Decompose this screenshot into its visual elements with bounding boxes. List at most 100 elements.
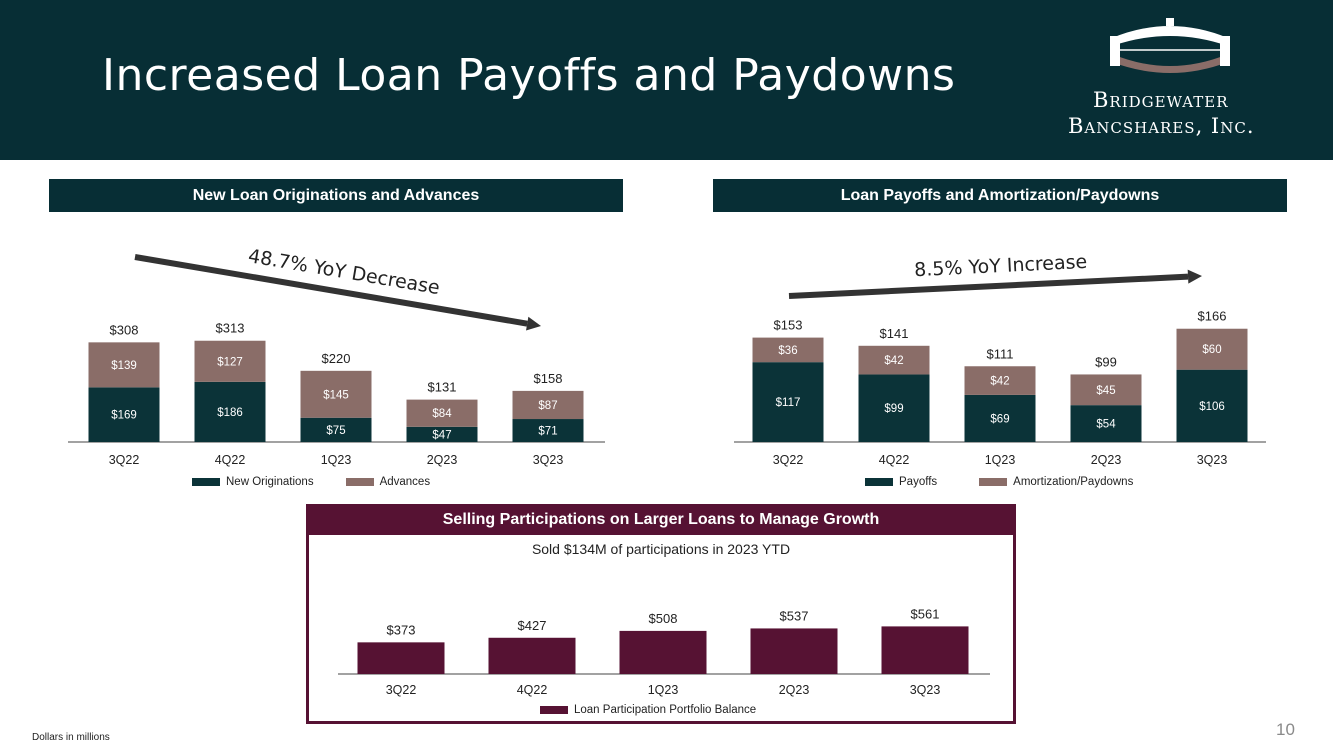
x-tick-label-1Q23: 1Q23	[648, 683, 679, 697]
total-label-2Q23: $131	[428, 380, 457, 395]
x-tick-label-3Q23: 3Q23	[1197, 453, 1228, 467]
data-label-1-3Q22: $139	[111, 360, 137, 372]
trend-arrow-head	[526, 316, 541, 331]
header-bar	[0, 0, 1333, 160]
bar-loan-participation-portfolio-balance-3Q23	[881, 626, 969, 674]
bar-loan-participation-portfolio-balance-2Q23	[750, 628, 838, 674]
legend-label-new-originations: New Originations	[226, 476, 314, 488]
left-legend: New Originations Advances	[192, 476, 430, 488]
bar-loan-participation-portfolio-balance-3Q22	[357, 642, 445, 674]
x-tick-label-2Q23: 2Q23	[1091, 453, 1122, 467]
loan-payoffs-chart: $117 $36 $153 3Q22 $99 $42 $141 4Q22 $69 $42 $111 1…	[734, 251, 1266, 467]
new-loan-originations-chart: $169 $139 $308 3Q22 $186 $127 $313 4Q22 $75 $145 $…	[68, 245, 605, 467]
trend-arrow-shaft	[788, 273, 1189, 299]
data-label-0-4Q22: $186	[217, 407, 243, 419]
bar-new-originations-1Q23	[300, 417, 372, 442]
data-label-1-2Q23: $84	[432, 408, 452, 420]
data-label-1-4Q22: $127	[217, 356, 243, 368]
x-tick-label-3Q23: 3Q23	[533, 453, 564, 467]
bridgewater-logo-icon	[1110, 18, 1230, 73]
bar-payoffs-2Q23	[1070, 405, 1142, 442]
data-label-1-2Q23: $45	[1096, 385, 1115, 397]
bar-advances-3Q22	[88, 342, 160, 388]
page-title: Increased Loan Payoffs and Paydowns	[102, 50, 956, 101]
footnote: Dollars in millions	[32, 732, 110, 743]
legend-label-participation: Loan Participation Portfolio Balance	[574, 704, 757, 716]
trend-annotation: 8.5% YoY Increase	[914, 251, 1088, 281]
bar-amortization-paydowns-2Q23	[1070, 374, 1142, 406]
x-tick-label-4Q22: 4Q22	[517, 683, 548, 697]
total-label-3Q22: $308	[110, 322, 139, 337]
bar-amortization-paydowns-4Q22	[858, 345, 930, 375]
data-label-0-1Q23: $75	[326, 425, 345, 437]
legend-label-payoffs: Payoffs	[899, 476, 938, 488]
right-panel-title: Loan Payoffs and Amortization/Paydowns	[713, 179, 1287, 212]
participations-panel-title: Selling Participations on Larger Loans t…	[306, 504, 1016, 535]
total-label-3Q23: $561	[911, 606, 940, 621]
trend-arrow-head	[1187, 269, 1202, 284]
data-label-0-3Q22: $169	[111, 410, 137, 422]
data-label-0-2Q23: $54	[1096, 419, 1116, 431]
bar-advances-2Q23	[406, 399, 478, 427]
x-tick-label-1Q23: 1Q23	[985, 453, 1016, 467]
data-label-0-3Q23: $71	[538, 426, 557, 438]
data-label-1-4Q22: $42	[884, 355, 903, 367]
x-tick-label-3Q22: 3Q22	[773, 453, 804, 467]
x-tick-label-2Q23: 2Q23	[427, 453, 458, 467]
x-tick-label-4Q22: 4Q22	[215, 453, 246, 467]
logo-text-line1: Bridgewater	[1093, 88, 1229, 112]
bar-payoffs-3Q23	[1176, 369, 1248, 442]
total-label-3Q23: $158	[534, 371, 563, 386]
x-tick-label-4Q22: 4Q22	[879, 453, 910, 467]
bar-advances-1Q23	[300, 370, 372, 418]
data-label-0-1Q23: $69	[990, 413, 1009, 425]
legend-swatch-new-originations	[192, 478, 220, 486]
bar-new-originations-3Q22	[88, 387, 160, 442]
total-label-1Q23: $111	[987, 346, 1014, 361]
data-label-1-3Q22: $36	[778, 345, 797, 357]
right-legend: Payoffs Amortization/Paydowns	[865, 476, 1133, 488]
total-label-2Q23: $537	[780, 608, 809, 623]
data-label-0-3Q23: $106	[1199, 401, 1225, 413]
bar-amortization-paydowns-3Q23	[1176, 328, 1248, 370]
x-tick-label-1Q23: 1Q23	[321, 453, 352, 467]
legend-swatch-advances	[345, 478, 374, 486]
x-tick-label-3Q23: 3Q23	[910, 683, 941, 697]
legend-label-advances: Advances	[379, 476, 431, 488]
data-label-1-3Q23: $60	[1202, 344, 1221, 356]
logo-text-line2: Bancshares, Inc.	[1068, 114, 1255, 138]
bar-amortization-paydowns-1Q23	[964, 366, 1036, 395]
total-label-4Q22: $427	[518, 618, 547, 633]
data-label-0-4Q22: $99	[884, 403, 903, 415]
x-tick-label-3Q22: 3Q22	[109, 453, 140, 467]
legend-label-amortization: Amortization/Paydowns	[1013, 476, 1134, 488]
total-label-3Q22: $153	[774, 318, 803, 333]
bar-payoffs-4Q22	[858, 374, 930, 442]
left-panel-title: New Loan Originations and Advances	[49, 179, 623, 212]
participations-subtitle: Sold $134M of participations in 2023 YTD	[531, 541, 791, 557]
data-label-0-3Q22: $117	[776, 397, 801, 409]
bar-advances-4Q22	[194, 340, 266, 382]
bar-new-originations-2Q23	[406, 426, 478, 442]
x-tick-label-3Q22: 3Q22	[386, 683, 417, 697]
bar-loan-participation-portfolio-balance-4Q22	[488, 637, 576, 674]
total-label-3Q23: $166	[1198, 309, 1227, 324]
total-label-4Q22: $141	[880, 326, 909, 341]
trend-arrow-shaft	[134, 254, 528, 327]
total-label-4Q22: $313	[216, 321, 245, 336]
bar-amortization-paydowns-3Q22	[752, 337, 824, 363]
page-number: 10	[1276, 720, 1295, 739]
data-label-1-3Q23: $87	[538, 400, 557, 412]
bottom-legend: Loan Participation Portfolio Balance	[540, 704, 756, 716]
legend-swatch-amortization	[979, 478, 1008, 486]
data-label-1-1Q23: $42	[990, 376, 1009, 388]
bar-new-originations-4Q22	[194, 381, 266, 442]
total-label-1Q23: $508	[649, 611, 678, 626]
bar-advances-3Q23	[512, 390, 584, 420]
bar-loan-participation-portfolio-balance-1Q23	[619, 630, 707, 674]
legend-swatch-participation	[540, 706, 568, 714]
total-label-2Q23: $99	[1095, 354, 1117, 369]
legend-swatch-payoffs	[865, 478, 893, 486]
total-label-3Q22: $373	[387, 622, 416, 637]
data-label-1-1Q23: $145	[323, 389, 349, 401]
